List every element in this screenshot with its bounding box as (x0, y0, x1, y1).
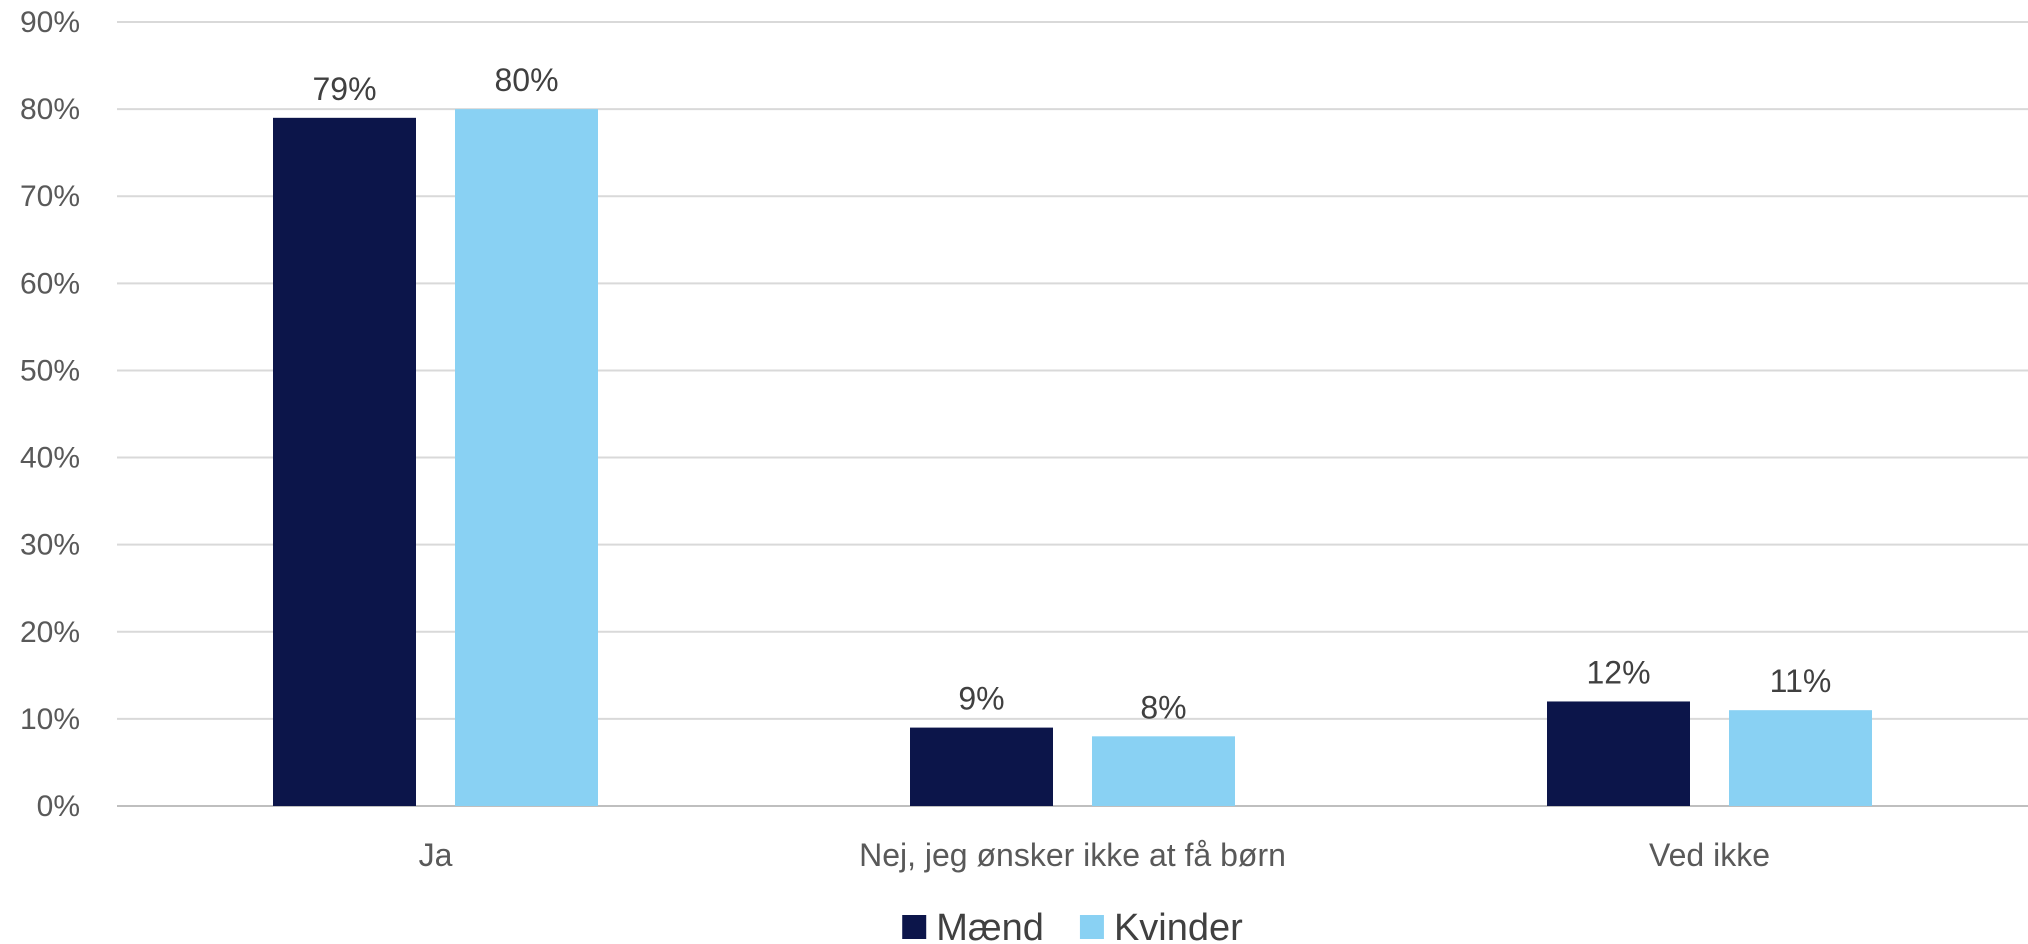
legend-swatch (1079, 915, 1104, 939)
legend-label: Kvinder (1114, 907, 1243, 944)
y-tick-label: 80% (20, 93, 80, 126)
bar-value-label: 11% (1770, 663, 1832, 699)
bar (1547, 701, 1690, 806)
category-label: Nej, jeg ønsker ikke at få børn (859, 837, 1286, 873)
category-label: Ved ikke (1649, 837, 1770, 873)
y-axis: 0% 10% 20% 30% 40% 50% 60% 70% 80% 90% (20, 6, 80, 823)
bar-value-label: 80% (494, 62, 558, 98)
bar (455, 109, 598, 807)
y-tick-label: 50% (20, 354, 80, 387)
y-tick-label: 0% (37, 790, 80, 823)
y-tick-label: 10% (20, 703, 80, 736)
bar (1092, 736, 1235, 806)
bar-value-label: 8% (1140, 689, 1186, 725)
y-tick-label: 70% (20, 180, 80, 213)
bar (1729, 710, 1872, 806)
y-tick-label: 60% (20, 267, 80, 300)
y-tick-label: 20% (20, 616, 80, 649)
legend: Mænd Kvinder (902, 907, 1243, 944)
bar (910, 727, 1053, 806)
bar-value-label: 9% (958, 681, 1004, 717)
legend-swatch (902, 915, 927, 939)
bar-value-label: 12% (1586, 654, 1650, 690)
y-tick-label: 40% (20, 442, 80, 475)
bars (273, 109, 1872, 807)
bar (273, 117, 416, 807)
x-axis: Ja Nej, jeg ønsker ikke at få børn Ved ikk… (419, 837, 1770, 873)
data-labels: 79% 80% 9% 8% 12% 11% (312, 62, 1831, 725)
bar-value-label: 79% (312, 71, 376, 107)
legend-label: Mænd (936, 907, 1044, 944)
category-label: Ja (419, 837, 453, 873)
y-tick-label: 30% (20, 529, 80, 562)
gridlines (117, 21, 2028, 807)
y-tick-label: 90% (20, 6, 80, 39)
